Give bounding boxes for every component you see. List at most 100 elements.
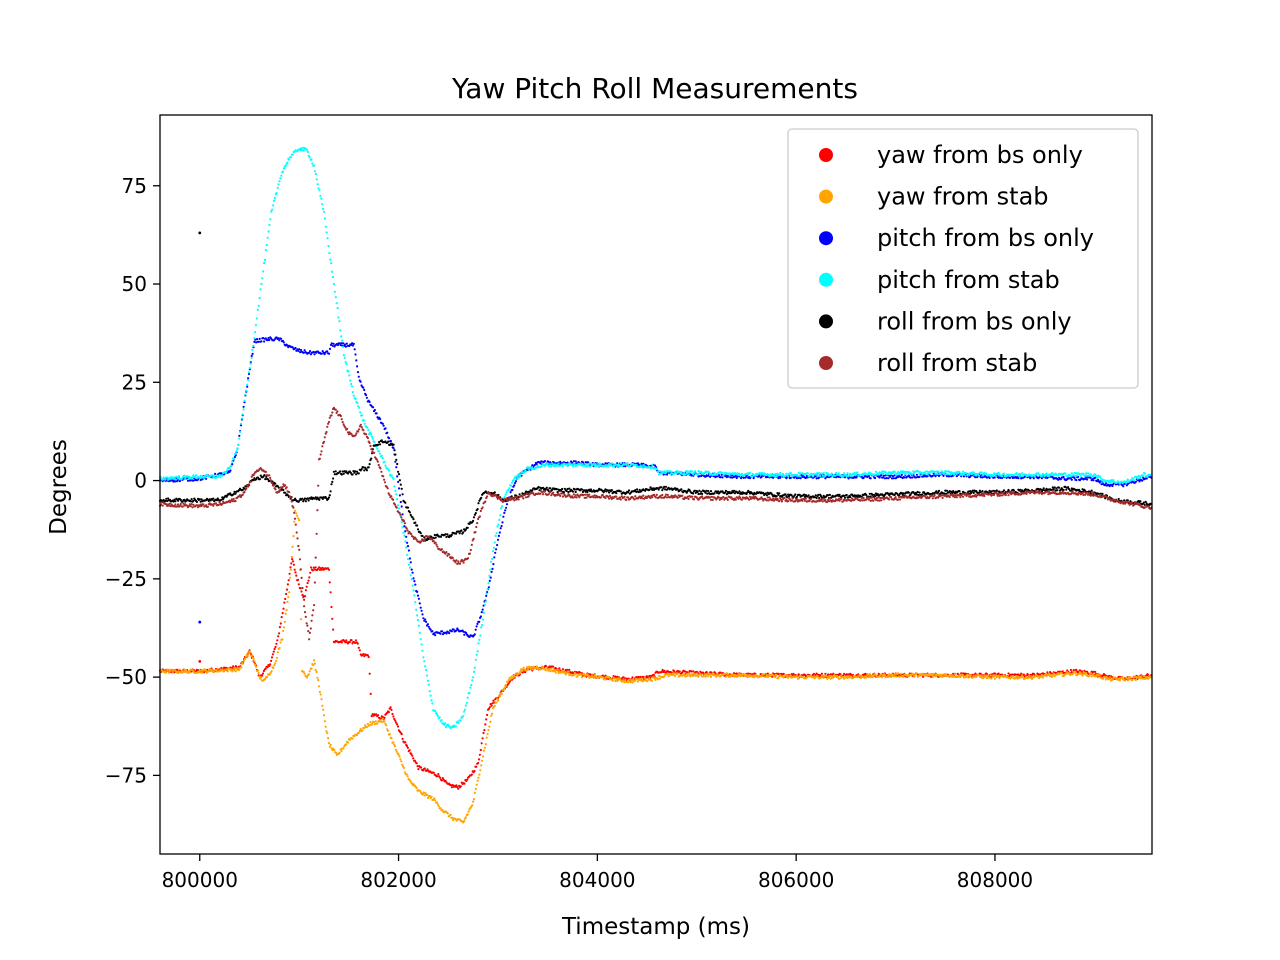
data-point xyxy=(518,672,521,675)
data-point xyxy=(325,231,328,234)
data-point xyxy=(547,489,550,492)
data-point xyxy=(274,645,277,649)
data-point xyxy=(295,512,298,515)
data-point xyxy=(183,474,186,477)
data-point xyxy=(517,473,521,476)
data-point xyxy=(531,466,534,469)
data-point xyxy=(351,391,354,394)
data-point xyxy=(640,677,643,680)
data-point xyxy=(1130,478,1133,482)
data-point xyxy=(883,674,887,677)
data-point xyxy=(771,472,774,476)
data-point xyxy=(488,706,491,709)
data-point xyxy=(348,374,351,377)
data-point xyxy=(277,635,280,638)
data-point xyxy=(648,674,651,678)
data-point xyxy=(1147,677,1150,680)
data-point xyxy=(544,664,547,667)
data-point xyxy=(878,476,881,479)
data-point xyxy=(310,566,313,569)
data-point xyxy=(955,472,958,475)
data-point xyxy=(284,597,287,601)
data-point xyxy=(444,779,447,782)
data-point xyxy=(298,348,301,351)
data-point xyxy=(310,496,313,499)
data-point xyxy=(328,494,331,497)
data-point xyxy=(433,797,436,800)
data-point xyxy=(489,720,492,724)
data-point xyxy=(191,476,194,479)
data-point xyxy=(439,776,442,779)
data-point xyxy=(310,158,313,161)
data-point xyxy=(313,659,316,662)
data-point xyxy=(370,435,373,438)
data-point xyxy=(342,353,345,357)
data-point xyxy=(441,808,444,812)
data-point xyxy=(747,672,750,675)
data-point xyxy=(327,742,331,745)
data-point xyxy=(1067,672,1071,675)
data-point xyxy=(499,527,502,530)
data-point xyxy=(317,679,320,682)
data-point xyxy=(1037,675,1040,678)
data-point xyxy=(253,477,256,480)
data-point xyxy=(416,594,420,597)
data-point xyxy=(258,337,261,340)
data-point xyxy=(280,174,283,177)
data-point xyxy=(315,498,318,501)
data-point xyxy=(551,462,554,465)
data-point xyxy=(336,307,339,310)
data-point xyxy=(162,476,165,479)
data-point xyxy=(400,521,403,524)
data-point xyxy=(736,472,739,475)
data-point xyxy=(820,672,824,675)
data-point xyxy=(400,760,403,763)
data-point xyxy=(853,471,856,474)
data-point xyxy=(437,773,440,776)
data-point xyxy=(253,337,256,340)
data-point xyxy=(381,717,384,720)
data-point xyxy=(462,715,465,718)
data-point xyxy=(902,675,905,678)
data-point xyxy=(372,714,375,717)
data-point xyxy=(564,668,567,672)
data-point xyxy=(424,792,427,795)
data-point xyxy=(232,665,235,668)
data-point xyxy=(318,189,321,192)
data-point xyxy=(631,681,634,684)
data-point xyxy=(287,579,290,582)
data-point xyxy=(286,494,289,497)
data-point xyxy=(314,566,317,569)
data-point xyxy=(780,474,784,477)
data-point xyxy=(1096,476,1099,479)
data-point xyxy=(843,472,846,475)
data-point xyxy=(824,474,827,477)
data-point xyxy=(300,618,303,621)
data-point xyxy=(406,506,410,509)
data-point xyxy=(283,620,286,623)
data-point xyxy=(366,654,369,657)
data-point xyxy=(601,676,604,679)
data-point xyxy=(572,674,576,677)
data-point xyxy=(685,672,688,676)
data-point xyxy=(938,673,942,676)
data-point xyxy=(520,669,524,673)
data-point xyxy=(401,513,404,516)
data-point xyxy=(464,816,467,819)
data-point xyxy=(522,666,525,669)
data-point xyxy=(397,507,401,510)
data-point xyxy=(772,476,775,479)
data-point xyxy=(636,680,639,683)
data-point xyxy=(679,472,682,475)
data-point xyxy=(342,472,345,475)
data-point xyxy=(868,673,871,676)
data-point xyxy=(465,631,468,635)
data-point xyxy=(561,671,564,674)
data-point xyxy=(308,350,312,353)
data-point xyxy=(233,455,236,459)
data-point xyxy=(324,725,327,728)
data-point xyxy=(1111,678,1114,681)
data-point xyxy=(466,696,469,699)
data-point xyxy=(395,750,398,753)
data-point xyxy=(557,671,560,675)
